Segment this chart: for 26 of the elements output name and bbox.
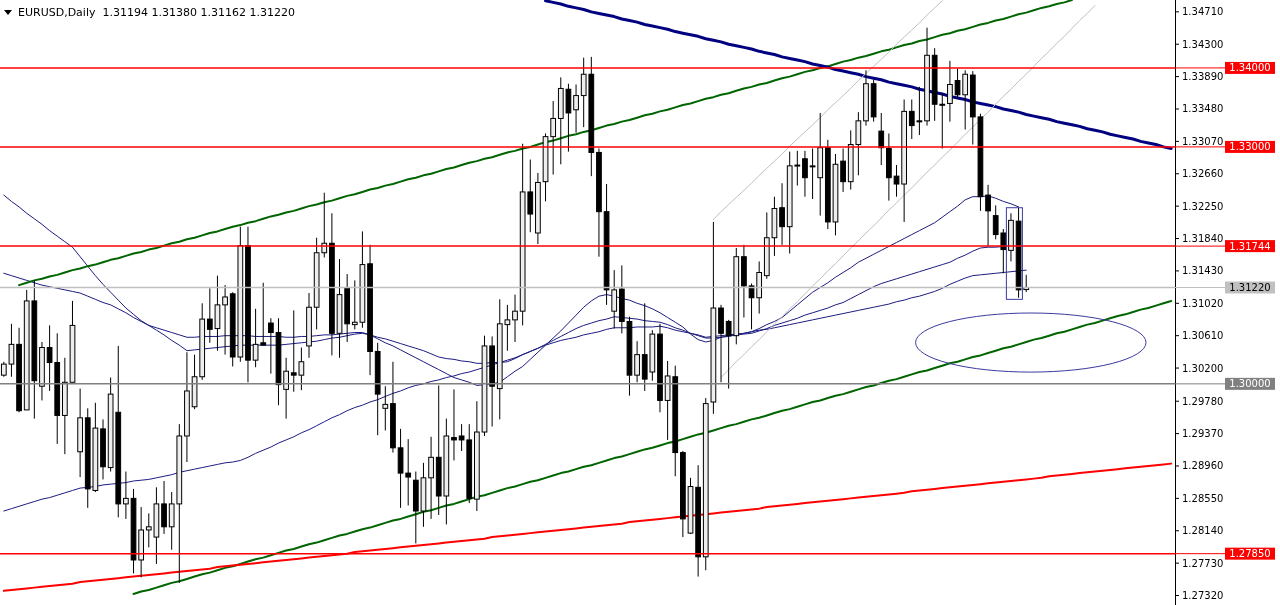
text: EURUSD,Daily 1.31194 1.31380 1.31162 1.31220: [18, 6, 295, 19]
ref-line-label: 1.31220: [1229, 281, 1271, 293]
y-tick-label: 1.31430: [1182, 265, 1224, 277]
ref-line-label: 1.27850: [1229, 548, 1271, 560]
y-tick-label: 1.33070: [1182, 135, 1224, 147]
y-tick-label: 1.29370: [1182, 428, 1224, 440]
y-tick-label: 1.33890: [1182, 71, 1224, 83]
y-tick-label: 1.28960: [1182, 460, 1224, 472]
y-tick-label: 1.28140: [1182, 525, 1224, 537]
y-tick-label: 1.27730: [1182, 557, 1224, 569]
y-tick-label: 1.29780: [1182, 395, 1224, 407]
y-tick-label: 1.32660: [1182, 168, 1224, 180]
y-tick-label: 1.34710: [1182, 6, 1224, 18]
y-tick-label: 1.28550: [1182, 492, 1224, 504]
y-tick-label: 1.34300: [1182, 38, 1224, 50]
y-tick-label: 1.27320: [1182, 590, 1224, 602]
y-tick-label: 1.30610: [1182, 330, 1224, 342]
y-tick-label: 1.30200: [1182, 362, 1224, 374]
y-tick-label: 1.32250: [1182, 200, 1224, 212]
ref-line-label: 1.34000: [1229, 62, 1271, 74]
ref-line-label: 1.30000: [1229, 378, 1271, 390]
ref-line-label: 1.33000: [1229, 141, 1271, 153]
ref-line-label: 1.31744: [1229, 240, 1271, 252]
y-tick-label: 1.31840: [1182, 233, 1224, 245]
y-tick-label: 1.33480: [1182, 103, 1224, 115]
y-tick-label: 1.31020: [1182, 297, 1224, 309]
